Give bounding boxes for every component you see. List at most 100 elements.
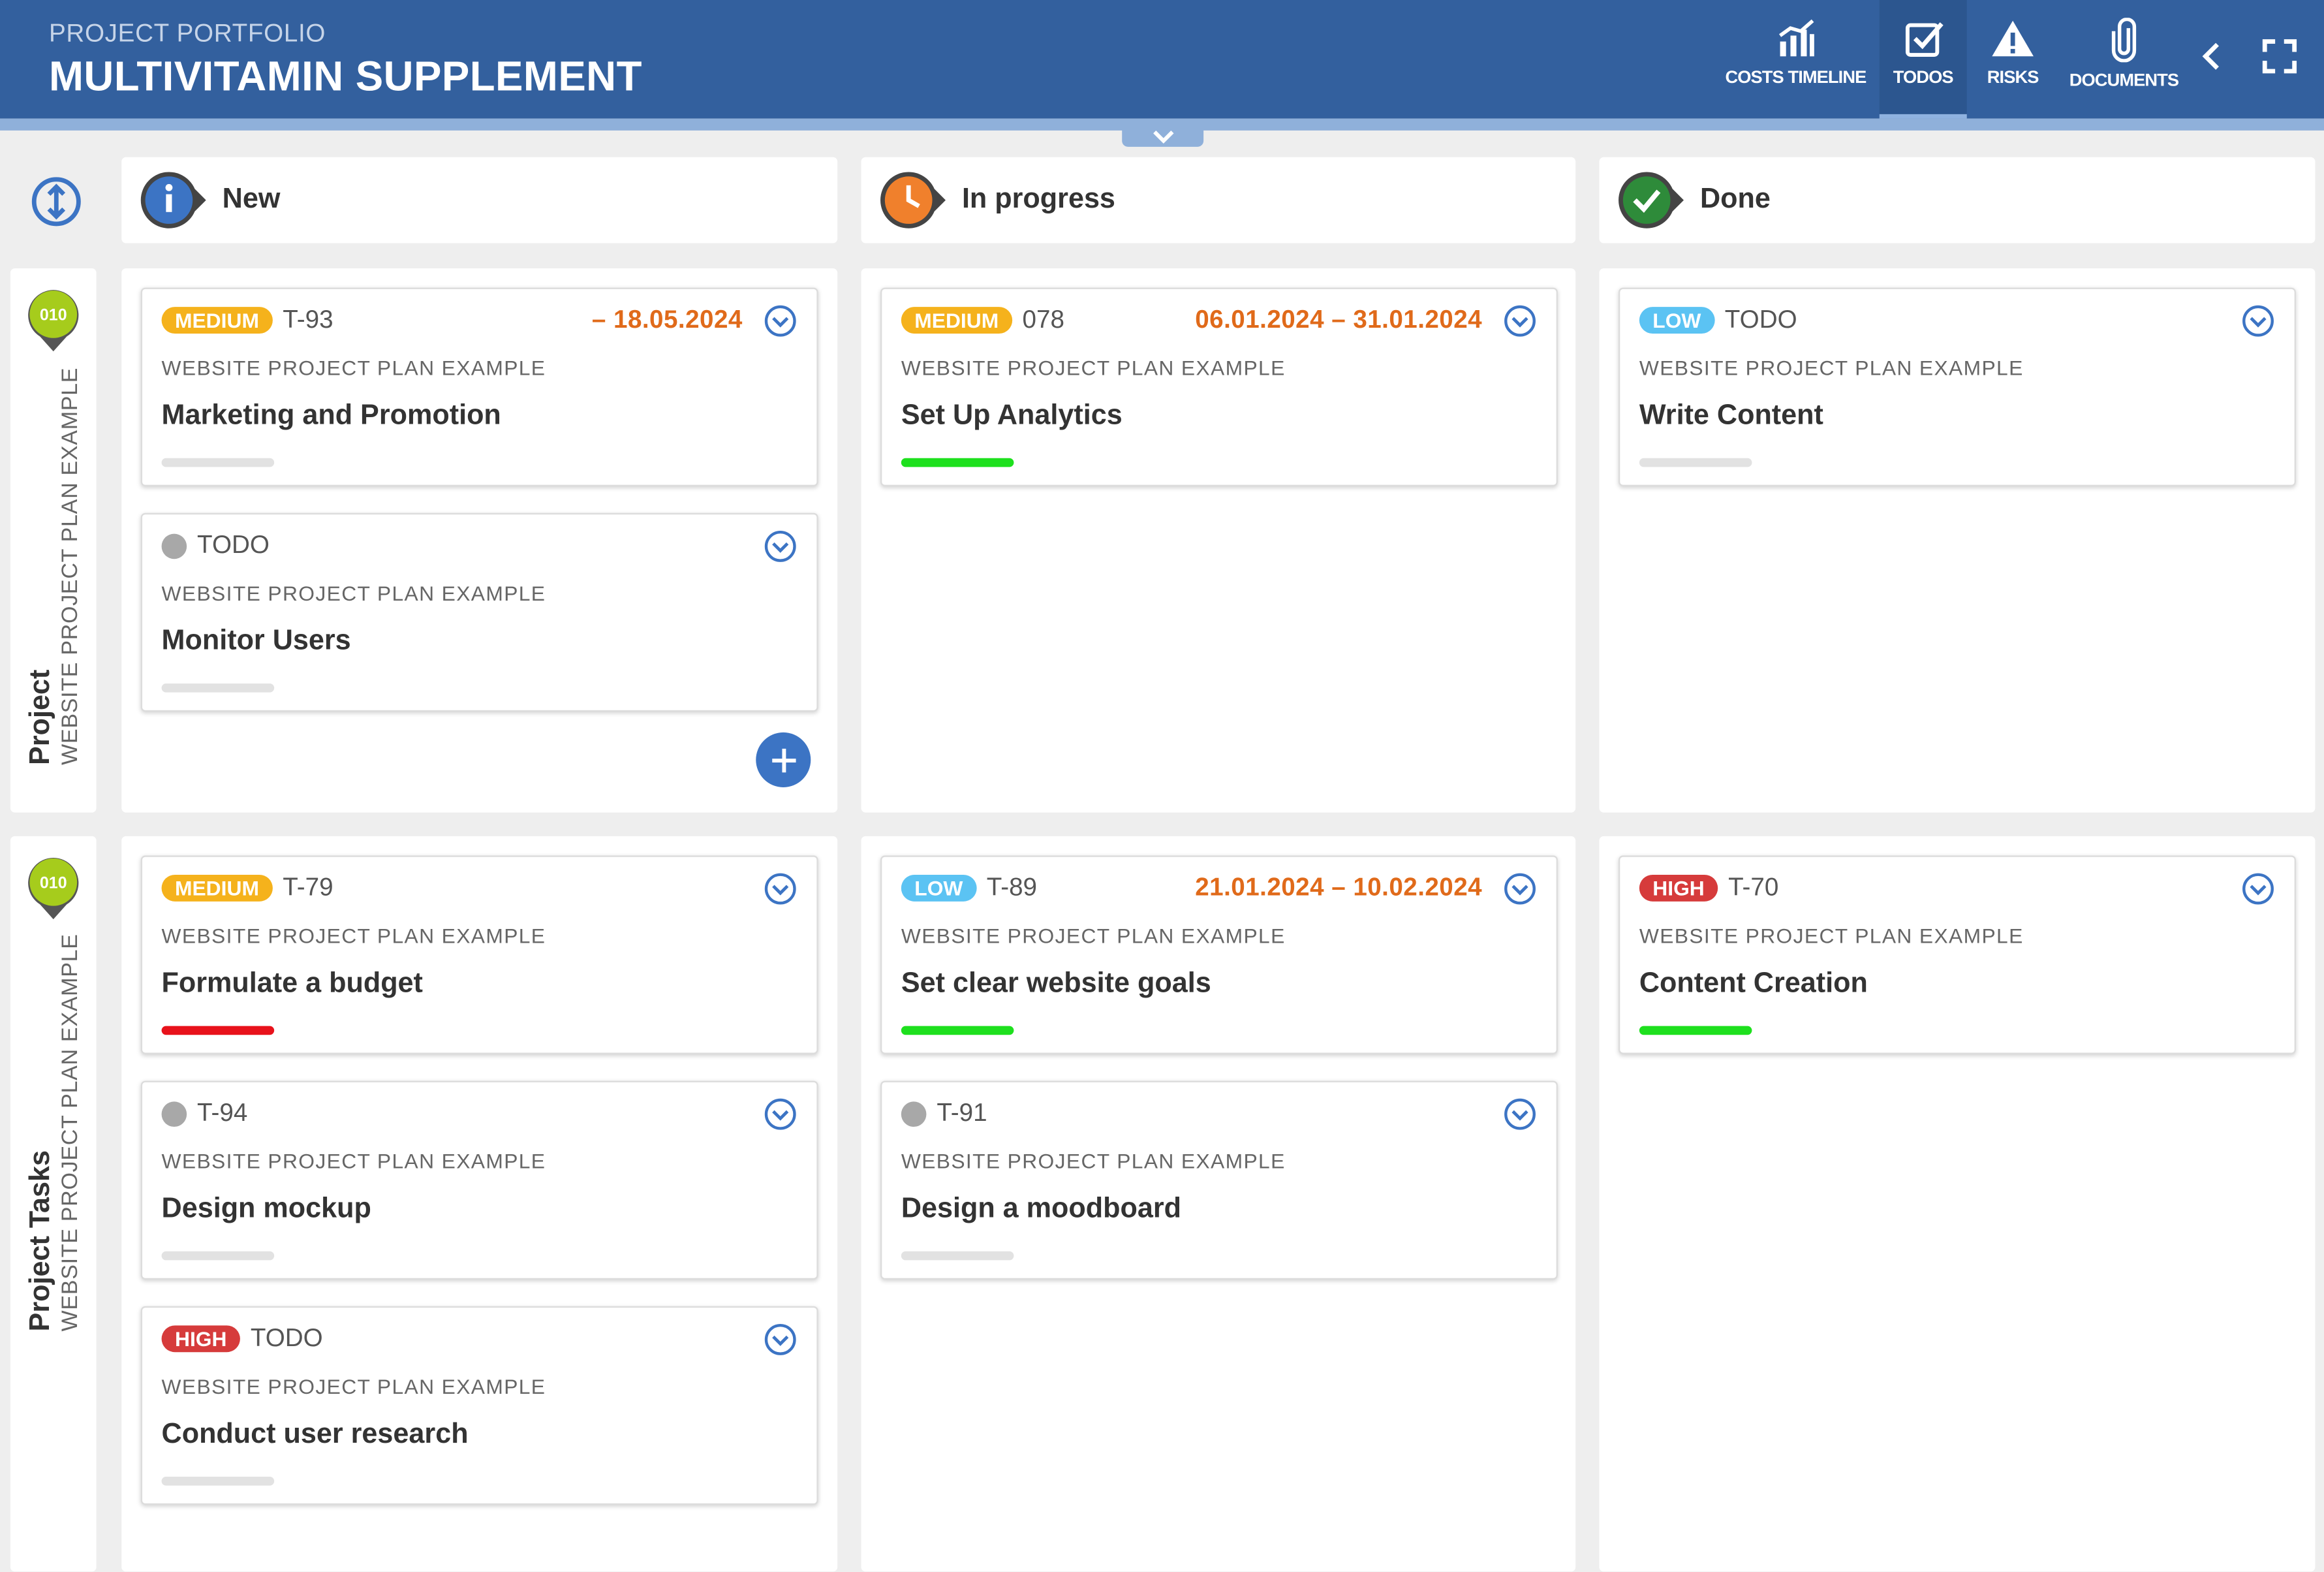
task-card[interactable]: MEDIUM 078 06.01.2024 – 31.01.2024 WEBSITE … [880,287,1558,486]
task-date: 06.01.2024 – 31.01.2024 [1195,305,1483,334]
nav-todos[interactable]: TODOS [1879,0,1967,119]
column-header-in-progress: In progress [861,157,1576,244]
plus-icon [771,747,796,772]
chevron-left-icon [2202,42,2219,70]
nav-risks-label: RISKS [1987,67,2039,87]
card-meta: TODO [161,529,270,562]
collapse-panel-button[interactable] [2191,0,2233,119]
task-title: Design a moodboard [901,1193,1181,1225]
task-title: Set Up Analytics [901,400,1123,432]
task-card[interactable]: LOW T-89 21.01.2024 – 10.02.2024 WEBSITE PR… [880,855,1558,1054]
row-title: Project Tasks [25,1150,57,1332]
status-dot-icon [161,533,187,559]
header-subtitle: PROJECT PORTFOLIO [48,19,326,48]
card-menu-chevron-icon[interactable] [1503,1097,1537,1131]
task-progress-bar [1639,1026,1752,1035]
priority-badge: HIGH [161,1325,240,1353]
info-icon [140,172,206,228]
task-progress-bar [161,1026,275,1035]
row-title: Project [25,669,57,765]
nav-documents[interactable]: DOCUMENTS [2065,0,2184,119]
warning-icon [1992,20,2034,57]
chevron-down-icon [1152,129,1173,143]
task-progress-bar [901,1026,1014,1035]
app-header: PROJECT PORTFOLIO MULTIVITAMIN SUPPLEMEN… [0,0,2324,119]
card-menu-chevron-icon[interactable] [1503,872,1537,905]
task-project: WEBSITE PROJECT PLAN EXAMPLE [901,1149,1286,1173]
card-menu-chevron-icon[interactable] [2241,304,2275,338]
check-circle-icon [1619,172,1684,228]
task-id: 078 [1022,305,1065,334]
row-label-project[interactable]: 010 Project WEBSITE PROJECT PLAN EXAMPLE [10,268,97,813]
column-title-done: Done [1699,183,1771,215]
task-title: Content Creation [1639,968,1868,999]
card-meta: MEDIUM T-93 [161,304,333,337]
priority-badge: MEDIUM [161,874,273,902]
column-title-in-progress: In progress [961,183,1115,215]
task-title: Design mockup [161,1193,371,1225]
card-menu-chevron-icon[interactable] [2241,872,2275,905]
card-meta: MEDIUM T-79 [161,872,333,904]
nav-costs-timeline[interactable]: COSTS TIMELINE [1719,0,1872,119]
card-meta: LOW T-89 [901,872,1037,904]
add-task-button[interactable] [756,732,811,787]
task-project: WEBSITE PROJECT PLAN EXAMPLE [1639,356,2024,380]
chart-icon [1778,19,1814,57]
task-progress-bar [1639,458,1752,467]
task-card[interactable]: T-94 WEBSITE PROJECT PLAN EXAMPLE Design m… [140,1080,818,1280]
header-title: MULTIVITAMIN SUPPLEMENT [48,53,642,100]
priority-badge: HIGH [1639,874,1718,902]
task-card[interactable]: TODO WEBSITE PROJECT PLAN EXAMPLE Monitor … [140,512,818,712]
task-card[interactable]: LOW TODO WEBSITE PROJECT PLAN EXAMPLE Write… [1619,287,2296,486]
card-meta: HIGH T-70 [1639,872,1778,904]
task-id: T-79 [283,873,333,902]
task-id: T-89 [986,873,1038,902]
row-badge-text: 010 [40,306,67,324]
fullscreen-button[interactable] [2253,0,2306,119]
task-project: WEBSITE PROJECT PLAN EXAMPLE [161,923,546,948]
nav-todos-label: TODOS [1893,67,1954,87]
card-menu-chevron-icon[interactable] [764,529,798,563]
card-menu-chevron-icon[interactable] [764,304,798,338]
task-title: Write Content [1639,400,1823,432]
task-progress-bar [161,458,275,467]
row-subtitle: WEBSITE PROJECT PLAN EXAMPLE [57,367,84,765]
task-title: Monitor Users [161,625,351,657]
project-badge-icon: 010 [28,290,79,352]
card-menu-chevron-icon[interactable] [764,872,798,905]
task-progress-bar [161,1251,275,1261]
task-progress-bar [161,683,275,693]
priority-badge: MEDIUM [161,307,273,334]
priority-badge: LOW [1639,307,1714,334]
task-card[interactable]: HIGH T-70 WEBSITE PROJECT PLAN EXAMPLE Cont… [1619,855,2296,1054]
row-label-project-tasks[interactable]: 010 Project Tasks WEBSITE PROJECT PLAN E… [10,836,97,1572]
status-dot-icon [161,1101,187,1126]
task-card[interactable]: T-91 WEBSITE PROJECT PLAN EXAMPLE Design a… [880,1080,1558,1280]
task-progress-bar [901,1251,1014,1261]
header-toggle[interactable] [1122,124,1204,147]
card-menu-chevron-icon[interactable] [764,1323,798,1357]
task-id: T-93 [283,305,333,334]
card-meta: LOW TODO [1639,304,1797,337]
card-menu-chevron-icon[interactable] [764,1097,798,1131]
column-title-new: New [222,183,281,215]
card-menu-chevron-icon[interactable] [1503,304,1537,338]
nav-costs-timeline-label: COSTS TIMELINE [1725,67,1867,87]
task-project: WEBSITE PROJECT PLAN EXAMPLE [901,356,1286,380]
task-card[interactable]: MEDIUM T-93 – 18.05.2024 WEBSITE PROJECT PL… [140,287,818,486]
task-project: WEBSITE PROJECT PLAN EXAMPLE [161,581,546,605]
task-id: TODO [197,531,270,559]
card-meta: MEDIUM 078 [901,304,1064,337]
task-title: Formulate a budget [161,968,423,999]
task-project: WEBSITE PROJECT PLAN EXAMPLE [161,356,546,380]
task-card[interactable]: MEDIUM T-79 WEBSITE PROJECT PLAN EXAMPLE Fo… [140,855,818,1054]
expand-rows-icon[interactable] [29,175,83,228]
task-card[interactable]: HIGH TODO WEBSITE PROJECT PLAN EXAMPLE Cond… [140,1306,818,1505]
task-title: Set clear website goals [901,968,1211,999]
task-id: TODO [250,1324,323,1353]
task-id: T-94 [197,1098,248,1127]
nav-risks[interactable]: RISKS [1977,0,2049,119]
fullscreen-icon [2262,39,2297,74]
task-progress-bar [161,1477,275,1486]
